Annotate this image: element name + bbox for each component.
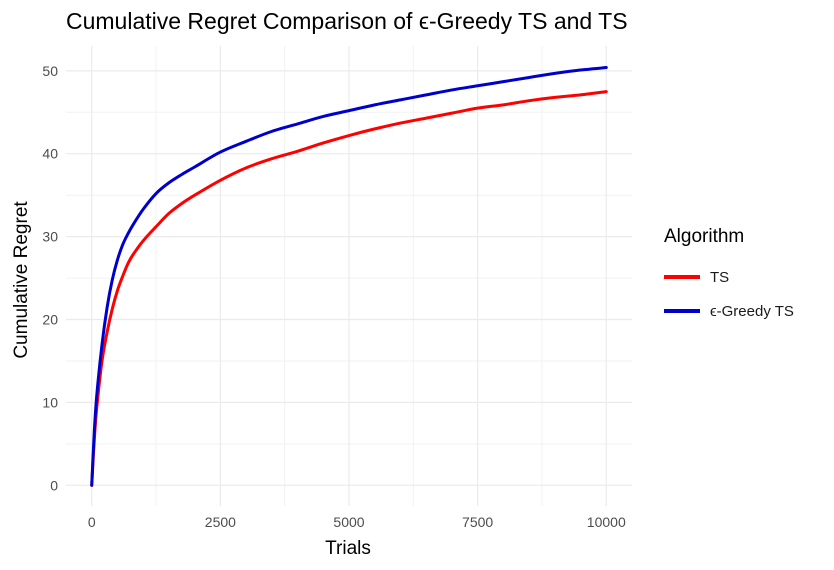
legend-key-ts	[664, 275, 700, 279]
legend-item-egreedy-ts: ϵ-Greedy TS	[664, 294, 794, 328]
y-tick-label: 0	[50, 477, 58, 493]
tick-labels: 0 2500 5000 7500 10000 0 10 20 30 40 50	[42, 63, 626, 530]
series-layer	[90, 66, 608, 487]
y-tick-label: 30	[42, 229, 58, 245]
x-tick-label: 5000	[333, 514, 364, 530]
series-line-egreedy-ts	[90, 66, 608, 487]
major-gridlines	[66, 46, 632, 506]
legend-label-egreedy-ts: ϵ-Greedy TS	[710, 302, 794, 320]
y-tick-label: 20	[42, 312, 58, 328]
x-axis-title: Trials	[325, 538, 371, 559]
x-tick-label: 0	[88, 514, 96, 530]
y-tick-label: 10	[42, 394, 58, 410]
y-axis-title: Cumulative Regret	[11, 201, 32, 359]
x-tick-label: 7500	[462, 514, 493, 530]
legend-label-ts: TS	[710, 268, 730, 286]
y-tick-label: 40	[42, 146, 58, 162]
x-tick-label: 2500	[205, 514, 236, 530]
legend-key-egreedy-ts	[664, 309, 700, 313]
legend-title: Algorithm	[664, 226, 745, 247]
legend-item-ts: TS	[664, 260, 794, 294]
series-line-ts	[90, 90, 608, 487]
chart-title: Cumulative Regret Comparison of ϵ-Greedy…	[66, 8, 628, 34]
legend: Algorithm TS ϵ-Greedy TS	[664, 226, 794, 328]
x-tick-label: 10000	[587, 514, 626, 530]
y-tick-label: 50	[42, 63, 58, 79]
